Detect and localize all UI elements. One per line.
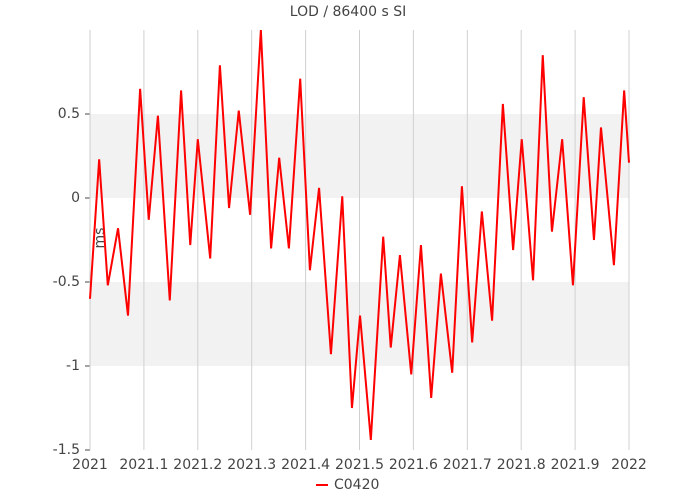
x-tick-label: 2021.3 <box>227 457 276 473</box>
y-tick-label: -1.5 <box>53 442 80 458</box>
x-tick-label: 2021.5 <box>335 457 384 473</box>
x-tick-label: 2021.4 <box>281 457 330 473</box>
x-tick-label: 2021.2 <box>173 457 222 473</box>
chart-title: LOD / 86400 s SI <box>290 4 406 20</box>
x-tick-label: 2021.1 <box>119 457 168 473</box>
x-tick-label: 2022 <box>611 457 647 473</box>
y-tick-label: -0.5 <box>53 274 80 290</box>
legend-label: C0420 <box>334 477 379 493</box>
y-tick-label: 0 <box>71 190 80 206</box>
x-tick-label: 2021.9 <box>551 457 600 473</box>
x-tick-label: 2021.6 <box>389 457 438 473</box>
y-tick-label: 0.5 <box>58 106 80 122</box>
line-series <box>89 29 630 441</box>
x-tick-label: 2021 <box>72 457 108 473</box>
x-tick-label: 2021.7 <box>443 457 492 473</box>
x-tick-label: 2021.8 <box>497 457 546 473</box>
y-tick-label: -1 <box>66 358 80 374</box>
